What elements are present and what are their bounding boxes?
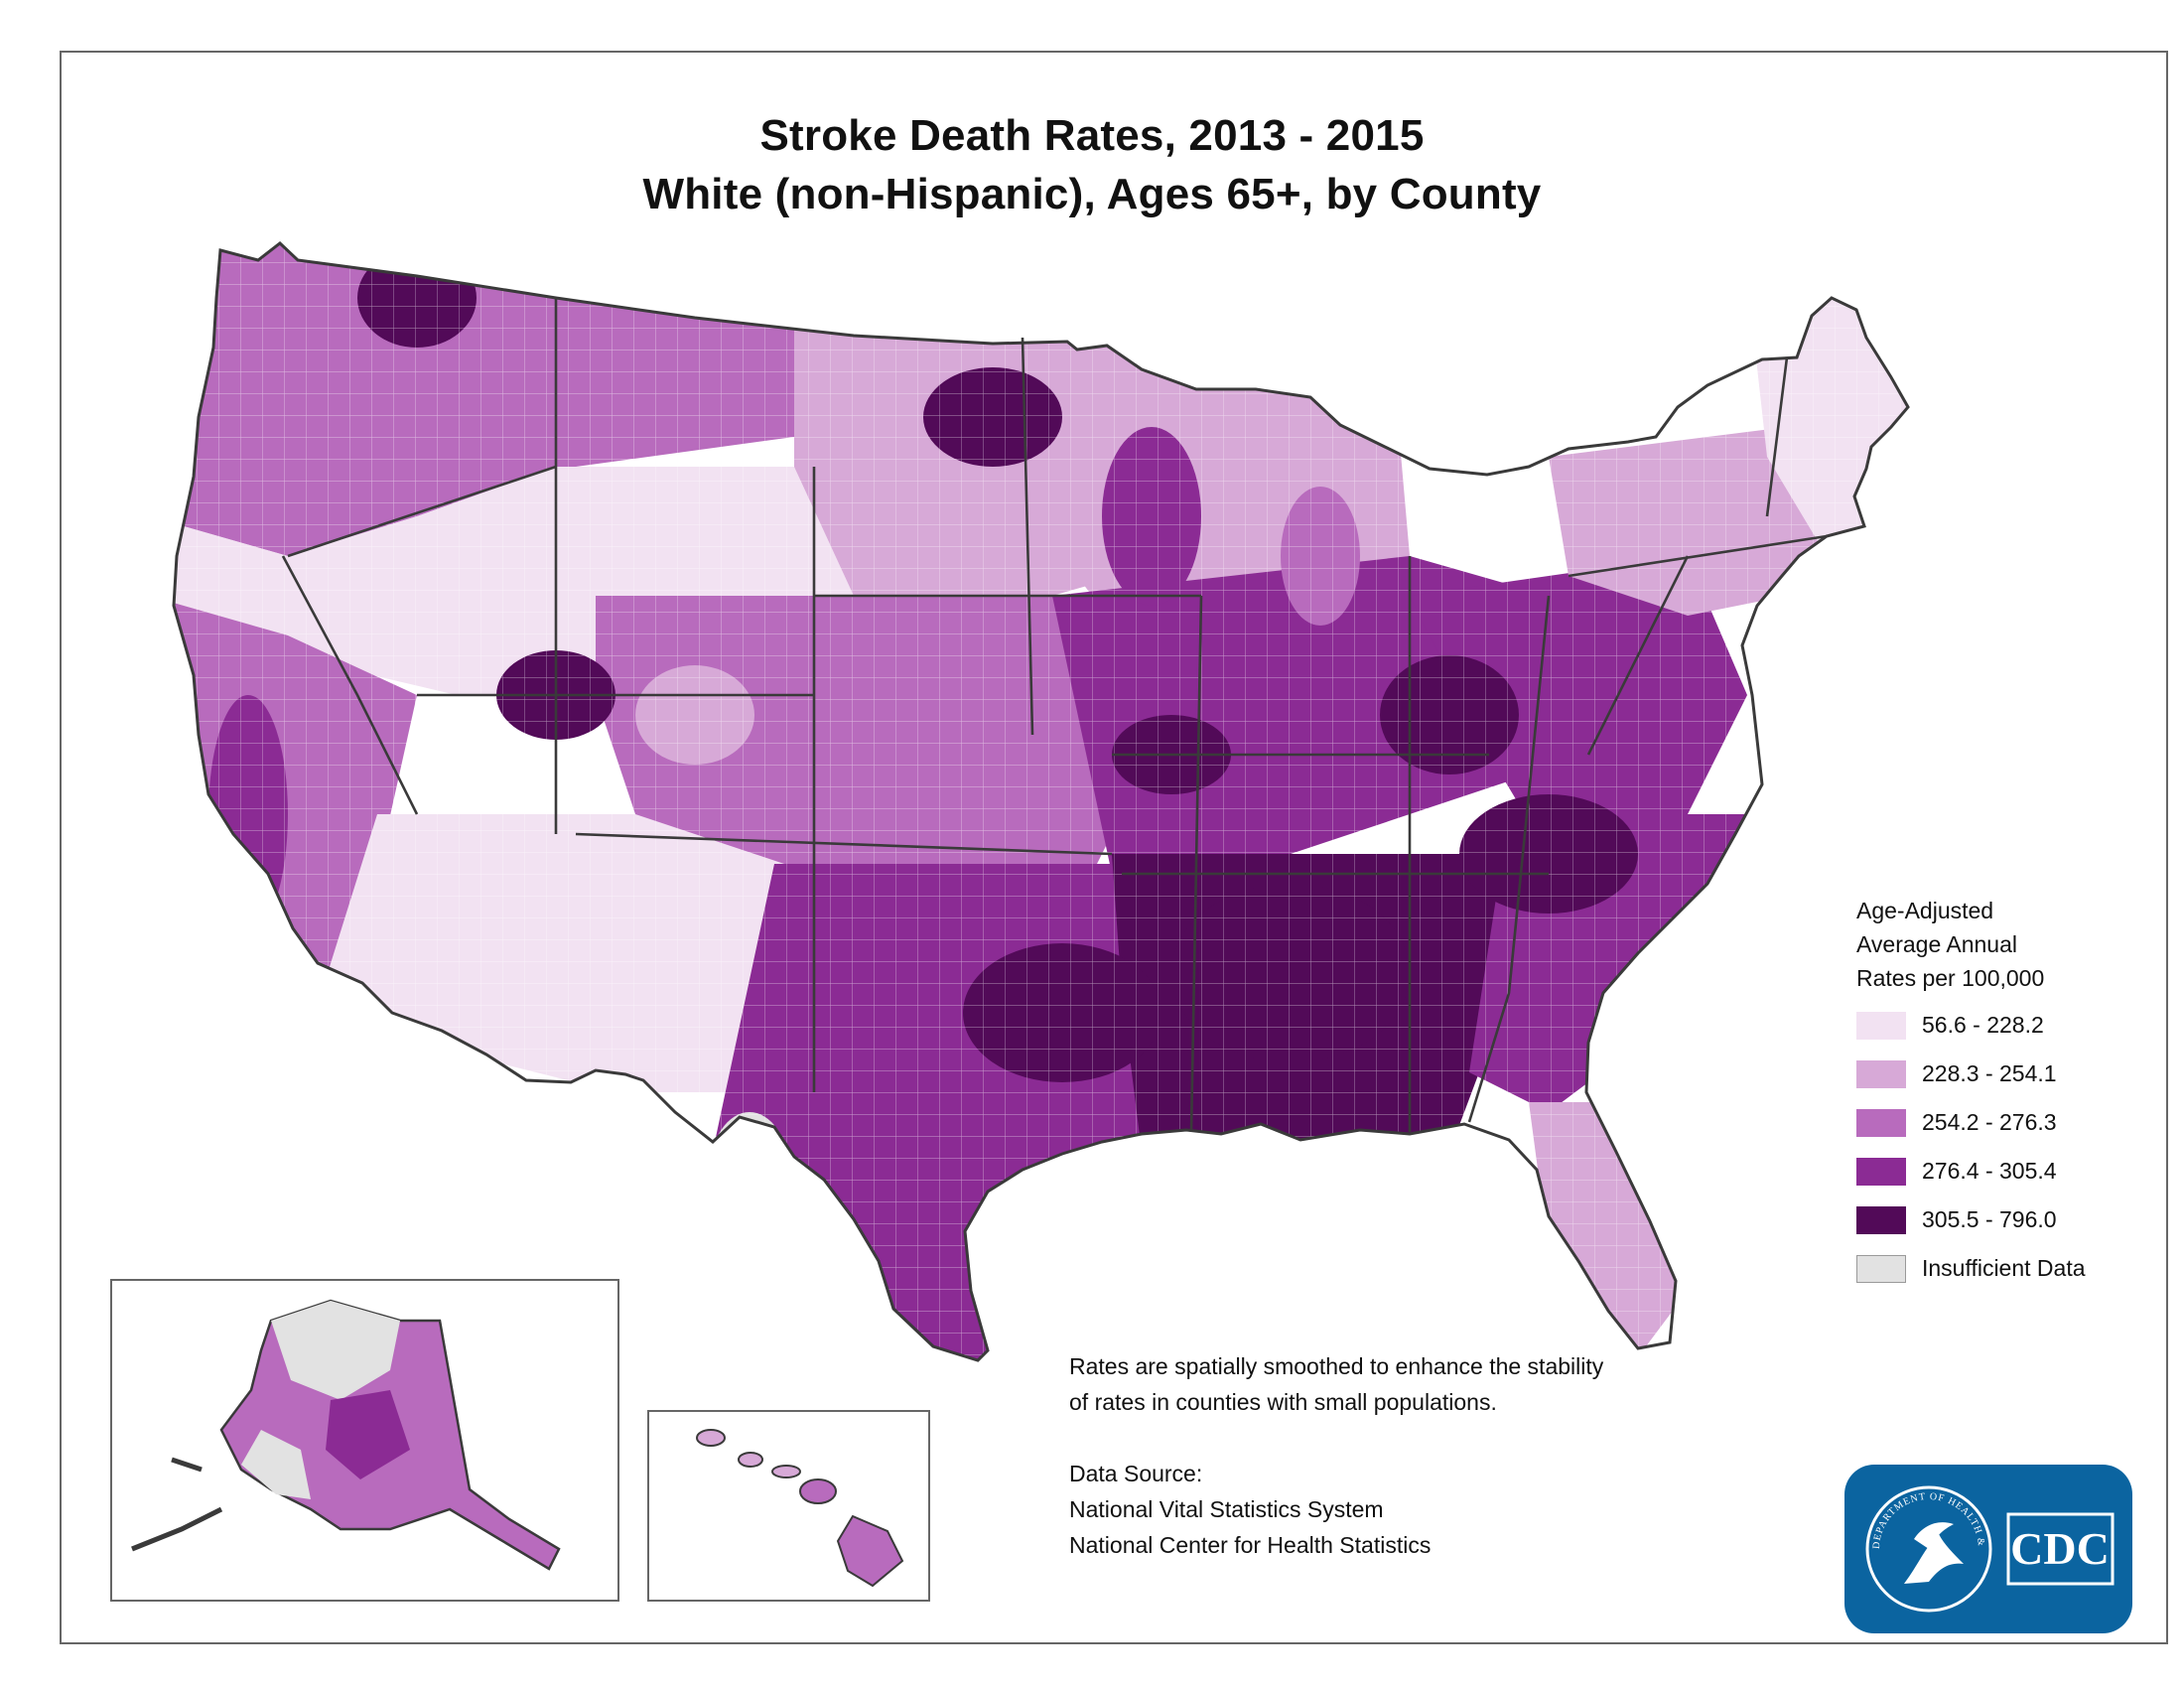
legend-item: 56.6 - 228.2 <box>1856 1001 2154 1050</box>
hawaii-island-kauai <box>696 1429 726 1447</box>
data-source-line-2: National Center for Health Statistics <box>1069 1532 1432 1558</box>
alaska-insufficient-north <box>271 1301 400 1400</box>
hawaii-inset <box>647 1410 930 1602</box>
data-source-block: Data Source: National Vital Statistics S… <box>1069 1456 1625 1563</box>
legend-swatch <box>1856 1108 1906 1137</box>
hhs-eagle-wing-icon <box>1914 1522 1954 1549</box>
hawaii-island-big-island <box>836 1514 904 1588</box>
legend-item: 228.3 - 254.1 <box>1856 1050 2154 1098</box>
legend-swatch <box>1856 1157 1906 1186</box>
data-source-line-1: National Vital Statistics System <box>1069 1496 1384 1522</box>
legend: Age-Adjusted Average Annual Rates per 10… <box>1856 894 2154 1293</box>
smoothing-note: Rates are spatially smoothed to enhance … <box>1069 1353 1604 1415</box>
hhs-seal-ring <box>1865 1485 1992 1613</box>
legend-label: Insufficient Data <box>1922 1255 2086 1281</box>
map-footnote: Rates are spatially smoothed to enhance … <box>1069 1348 1625 1563</box>
cdc-logo-background <box>1844 1465 2132 1633</box>
map-title-line-2: White (non-Hispanic), Ages 65+, by Count… <box>642 170 1542 218</box>
legend-title-line-1: Age-Adjusted <box>1856 898 1994 923</box>
alaska-map <box>131 1299 561 1571</box>
legend-item: 254.2 - 276.3 <box>1856 1098 2154 1147</box>
legend-swatch <box>1856 1059 1906 1088</box>
legend-swatch <box>1856 1011 1906 1040</box>
legend-item: 276.4 - 305.4 <box>1856 1147 2154 1196</box>
hawaii-map <box>696 1429 904 1588</box>
alaska-inset <box>110 1279 619 1602</box>
hawaii-island-molokai <box>771 1465 801 1478</box>
alaska-interior <box>326 1390 410 1479</box>
alaska-insufficient-west <box>241 1430 311 1499</box>
legend-title-line-2: Average Annual <box>1856 931 2017 957</box>
legend-item: Insufficient Data <box>1856 1244 2154 1293</box>
hawaii-island-maui <box>799 1478 837 1504</box>
cdc-text: CDC <box>2010 1523 2110 1574</box>
legend-label: 305.5 - 796.0 <box>1922 1206 2057 1232</box>
legend-item: 305.5 - 796.0 <box>1856 1196 2154 1244</box>
cdc-box <box>2006 1512 2115 1586</box>
cdc-logo: DEPARTMENT OF HEALTH & HUMAN SERVICES US… <box>1844 1465 2132 1633</box>
legend-title-line-3: Rates per 100,000 <box>1856 965 2045 991</box>
data-source-label: Data Source: <box>1069 1461 1203 1486</box>
map-title-line-1: Stroke Death Rates, 2013 - 2015 <box>759 111 1425 160</box>
legend-label: 254.2 - 276.3 <box>1922 1109 2057 1135</box>
legend-label: 276.4 - 305.4 <box>1922 1158 2057 1184</box>
legend-swatch <box>1856 1254 1906 1283</box>
hawaii-island-oahu <box>738 1452 763 1468</box>
alaska-islands-1 <box>171 1457 203 1473</box>
legend-label: 228.3 - 254.1 <box>1922 1060 2057 1086</box>
legend-swatch <box>1856 1205 1906 1234</box>
legend-label: 56.6 - 228.2 <box>1922 1012 2044 1038</box>
hhs-eagle-icon <box>1904 1534 1964 1584</box>
us-national-outline <box>172 241 1910 1362</box>
state-borders <box>281 298 1828 1133</box>
map-frame <box>60 51 2168 1644</box>
alaska-islands-2 <box>131 1506 223 1552</box>
